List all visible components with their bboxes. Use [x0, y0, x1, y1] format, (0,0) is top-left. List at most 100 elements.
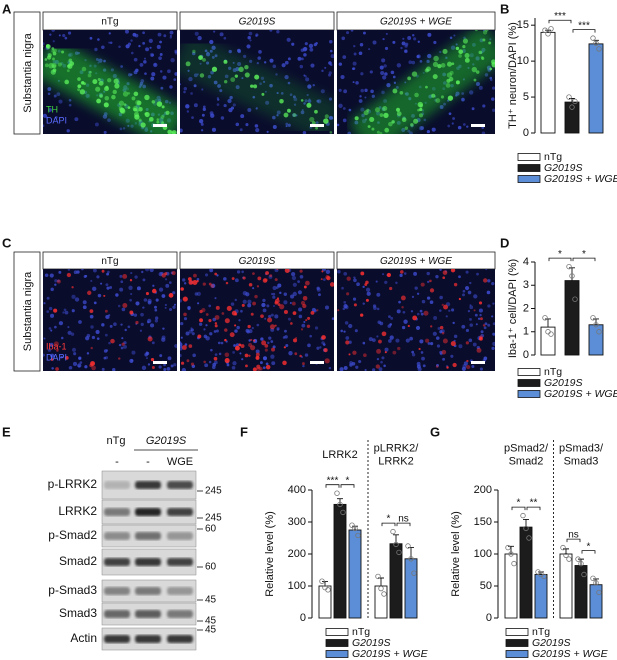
nucleus — [273, 304, 276, 308]
nucleus — [131, 350, 136, 355]
legend-label: G2019S + WGE — [352, 648, 429, 660]
nucleus — [426, 296, 431, 300]
legend-swatch — [505, 639, 529, 647]
data-point — [569, 104, 575, 110]
significance-bracket — [340, 484, 355, 488]
nucleus — [297, 56, 302, 61]
nucleus — [49, 342, 54, 348]
th-neuron — [112, 89, 117, 95]
th-neuron — [392, 88, 398, 94]
significance-label: * — [517, 498, 521, 509]
blot-band — [135, 481, 161, 489]
iba1-cell — [378, 339, 382, 344]
nucleus — [191, 364, 196, 369]
nucleus — [386, 83, 391, 88]
nucleus — [151, 72, 156, 77]
iba1-cell — [295, 337, 298, 340]
nucleus — [106, 286, 110, 290]
th-neuron — [425, 85, 428, 89]
error-bar — [337, 498, 343, 505]
nucleus — [53, 94, 57, 98]
iba1-cell — [257, 276, 262, 281]
iba1-cell — [186, 359, 190, 363]
nucleus — [441, 329, 445, 334]
y-tick-label: 150 — [474, 516, 492, 528]
iba1-cell — [265, 364, 271, 370]
th-neuron — [230, 77, 236, 83]
nucleus — [213, 330, 217, 333]
nucleus — [82, 300, 87, 305]
nucleus — [435, 336, 440, 340]
nucleus — [223, 36, 227, 40]
nucleus — [180, 353, 182, 358]
iba1-cell — [274, 278, 278, 282]
nucleus — [381, 90, 385, 95]
iba1-cell — [397, 346, 401, 351]
lane-label: - — [146, 456, 150, 468]
nucleus — [214, 353, 218, 356]
iba1-cell — [254, 294, 258, 299]
iba1-cell — [292, 311, 297, 316]
nucleus — [108, 341, 111, 345]
th-neuron — [127, 91, 131, 95]
th-neuron — [478, 50, 483, 55]
nucleus — [103, 356, 107, 360]
y-tick-label: 200 — [474, 484, 492, 496]
nucleus — [410, 310, 414, 313]
y-tick-label: 4 — [523, 256, 529, 268]
nucleus — [302, 364, 305, 368]
iba1-cell — [135, 320, 139, 325]
iba1-cell — [284, 269, 290, 274]
th-neuron — [198, 55, 203, 60]
nucleus — [451, 308, 455, 312]
significance-label: * — [387, 514, 391, 525]
th-neuron — [114, 83, 120, 89]
nucleus — [242, 291, 248, 296]
iba1-cell — [56, 279, 61, 284]
th-neuron — [138, 107, 143, 112]
nucleus — [169, 307, 173, 312]
nucleus — [282, 336, 286, 339]
blot-band — [167, 508, 193, 516]
iba1-cell — [56, 349, 59, 352]
nucleus — [260, 337, 264, 341]
th-neuron — [464, 52, 470, 59]
iba1-cell — [274, 324, 277, 327]
nucleus — [135, 301, 140, 306]
y-axis-label: Iba-1⁺ cell/DAPI (%) — [507, 259, 519, 358]
nucleus — [355, 365, 359, 369]
nucleus — [198, 322, 203, 326]
nucleus — [100, 282, 103, 285]
iba1-cell — [145, 292, 149, 296]
nucleus — [268, 275, 273, 279]
bar — [318, 585, 332, 619]
th-neuron — [161, 121, 165, 125]
nucleus — [491, 315, 494, 318]
iba1-cell — [360, 271, 365, 276]
nucleus — [67, 330, 72, 335]
nucleus — [311, 307, 316, 312]
iba1-cell — [269, 324, 275, 330]
iba1-cell — [429, 279, 432, 283]
th-neuron — [127, 106, 131, 109]
nucleus — [277, 283, 282, 288]
nucleus — [368, 337, 373, 342]
nucleus — [450, 354, 454, 358]
nucleus — [411, 34, 415, 37]
nucleus — [487, 304, 491, 308]
nucleus — [480, 330, 484, 334]
data-point — [405, 543, 411, 549]
nucleus — [252, 287, 255, 290]
nucleus — [121, 307, 126, 312]
legend-label: G2019S — [532, 637, 571, 649]
y-tick-label: 0 — [300, 612, 306, 624]
nucleus — [286, 37, 291, 42]
th-neuron — [388, 121, 393, 127]
th-neuron — [156, 101, 163, 107]
iba1-cell — [430, 325, 433, 328]
th-neuron — [424, 68, 429, 73]
iba1-cell — [208, 282, 212, 286]
error-bar — [569, 98, 575, 103]
nucleus — [340, 74, 345, 80]
data-point — [352, 525, 358, 532]
